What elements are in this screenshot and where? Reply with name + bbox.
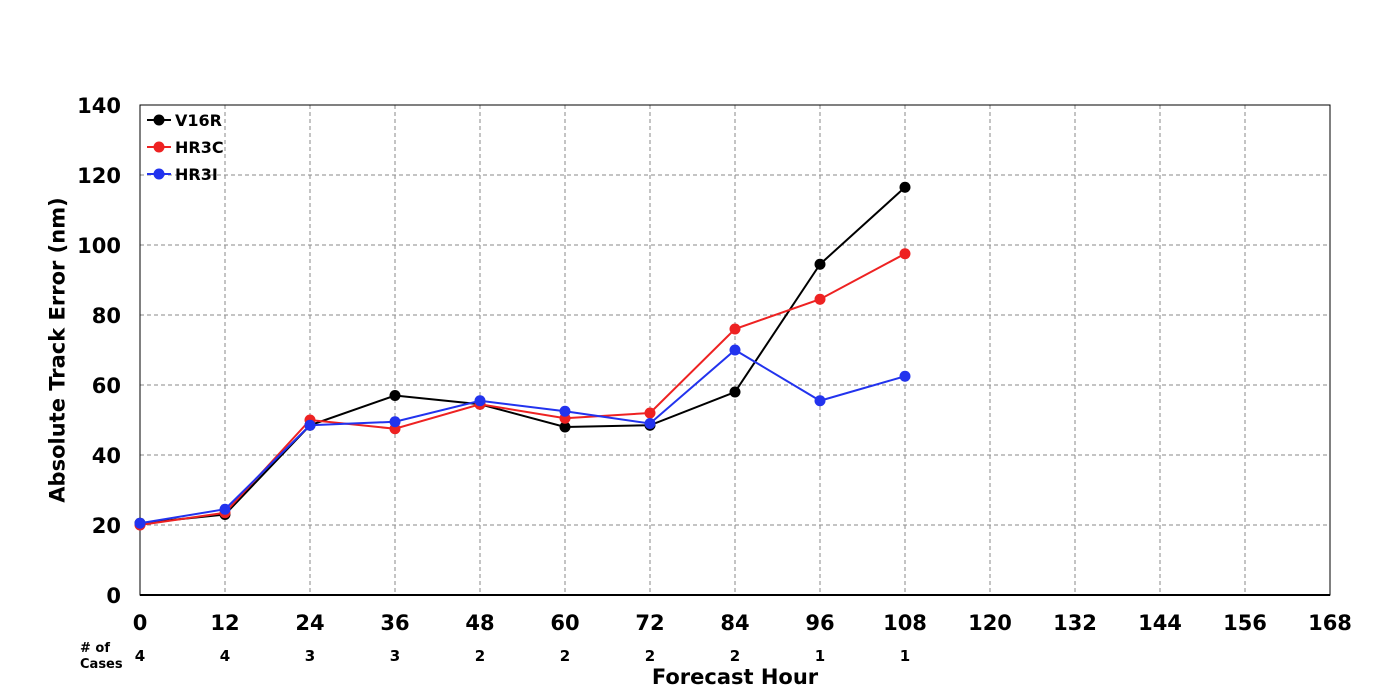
legend-label-hr3i: HR3I [175, 165, 218, 184]
y-tick-label: 40 [92, 444, 121, 468]
data-point-hr3i [389, 416, 401, 428]
legend: V16R HR3C HR3I [147, 111, 224, 184]
case-count: 4 [220, 647, 230, 665]
legend-marker-hr3c [153, 141, 165, 153]
data-point-hr3c [899, 248, 911, 260]
y-tick-label: 140 [77, 94, 121, 118]
data-point-hr3c [729, 323, 741, 335]
x-tick-label: 48 [465, 611, 494, 635]
case-count: 2 [475, 647, 485, 665]
series-line-hr3i [139, 348, 906, 525]
data-point-v16r [899, 181, 911, 193]
x-tick-label: 0 [133, 611, 148, 635]
x-tick-label: 168 [1308, 611, 1352, 635]
data-point-hr3i [814, 395, 826, 407]
legend-marker-hr3i [153, 168, 165, 180]
y-tick-label: 100 [77, 234, 121, 258]
grid-lines [140, 105, 1330, 595]
case-count: 1 [815, 647, 825, 665]
case-count: 3 [390, 647, 400, 665]
data-point-hr3c [644, 407, 656, 419]
y-axis-title: Absolute Track Error (nm) [45, 197, 69, 502]
data-point-hr3c [814, 293, 826, 305]
y-tick-labels: 0 20 40 60 80 100 120 140 [77, 94, 121, 608]
x-axis-title: Forecast Hour [652, 665, 819, 689]
x-tick-label: 120 [968, 611, 1012, 635]
data-point-v16r [389, 390, 401, 401]
cases-label-line1: # of [80, 641, 110, 656]
data-point-hr3i [899, 370, 911, 382]
x-tick-label: 60 [550, 611, 579, 635]
x-tick-label: 144 [1138, 611, 1182, 635]
legend-label-v16r: V16R [175, 111, 222, 130]
data-point-hr3i [219, 503, 231, 515]
data-point-hr3i [729, 344, 741, 356]
series-group [134, 181, 911, 531]
y-tick-label: 0 [106, 584, 121, 608]
series-line-v16r [139, 186, 906, 525]
case-counts: 4 4 3 3 2 2 2 2 1 1 [135, 647, 910, 665]
data-point-hr3i [304, 419, 316, 431]
x-tick-label: 72 [635, 611, 664, 635]
x-tick-label: 36 [380, 611, 409, 635]
case-count: 1 [900, 647, 910, 665]
legend-label-hr3c: HR3C [175, 138, 224, 157]
data-point-v16r [814, 258, 826, 270]
data-point-v16r [729, 386, 741, 398]
y-tick-label: 120 [77, 164, 121, 188]
case-count: 2 [645, 647, 655, 665]
y-tick-label: 20 [92, 514, 121, 538]
case-count: 2 [730, 647, 740, 665]
x-tick-label: 84 [720, 611, 749, 635]
x-tick-label: 156 [1223, 611, 1267, 635]
x-tick-label: 24 [295, 611, 324, 635]
case-count: 3 [305, 647, 315, 665]
data-point-hr3i [474, 395, 486, 407]
case-count: 4 [135, 647, 145, 665]
case-count: 2 [560, 647, 570, 665]
data-point-hr3i [559, 405, 571, 417]
x-tick-label: 12 [210, 611, 239, 635]
x-tick-label: 108 [883, 611, 927, 635]
data-point-hr3i [644, 418, 656, 429]
x-tick-labels: 0 12 24 36 48 60 72 84 96 108 120 132 144 156 168 [133, 611, 1352, 635]
data-point-hr3i [134, 517, 146, 529]
x-tick-label: 132 [1053, 611, 1097, 635]
x-tick-label: 96 [805, 611, 834, 635]
y-tick-label: 60 [92, 374, 121, 398]
legend-marker-v16r [153, 114, 165, 126]
data-point-v16r [559, 421, 571, 433]
cases-label-line2: Cases [80, 657, 123, 672]
y-tick-label: 80 [92, 304, 121, 328]
